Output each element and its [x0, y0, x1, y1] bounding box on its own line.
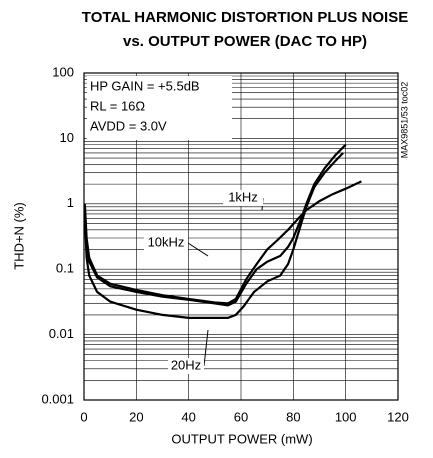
- x-tick-label: 60: [234, 409, 248, 424]
- label-leader: [203, 329, 209, 367]
- x-axis-label: OUTPUT POWER (mW): [171, 431, 312, 446]
- x-tick-label: 100: [335, 409, 357, 424]
- chart-subtitle: vs. OUTPUT POWER (DAC TO HP): [123, 33, 367, 50]
- annotation: RL = 16Ω: [90, 98, 145, 113]
- label-bg: [223, 190, 263, 206]
- series-label: 20Hz: [171, 357, 201, 372]
- annotation: HP GAIN = +5.5dB: [90, 78, 200, 93]
- x-tick-label: 40: [181, 409, 195, 424]
- figure-id: MAX9851/53 toc02: [399, 82, 409, 159]
- series-label: 1kHz: [228, 189, 258, 204]
- series-line: [83, 143, 347, 307]
- plot-frame: [83, 72, 399, 401]
- y-tick-label: 10: [60, 130, 74, 145]
- series-line: [83, 180, 362, 305]
- series-label: 10kHz: [148, 234, 185, 249]
- label-bg: [168, 358, 204, 374]
- series-line: [83, 152, 344, 319]
- x-tick-label: 80: [286, 409, 300, 424]
- annotation-box: [87, 76, 232, 140]
- annotation: AVDD = 3.0V: [90, 118, 167, 133]
- x-tick-label: 20: [129, 409, 143, 424]
- y-tick-label: 0.01: [49, 326, 74, 341]
- y-tick-label: 1: [67, 195, 74, 210]
- y-tick-label: 0.001: [41, 391, 74, 406]
- chart-title: TOTAL HARMONIC DISTORTION PLUS NOISE: [82, 9, 408, 26]
- label-leader: [187, 242, 209, 257]
- y-tick-label: 0.1: [56, 261, 74, 276]
- x-tick-label: 120: [387, 409, 409, 424]
- x-tick-label: 0: [80, 409, 87, 424]
- y-axis-label: THD+N (%): [11, 202, 26, 270]
- label-bg: [144, 235, 188, 251]
- y-tick-label: 100: [52, 64, 74, 79]
